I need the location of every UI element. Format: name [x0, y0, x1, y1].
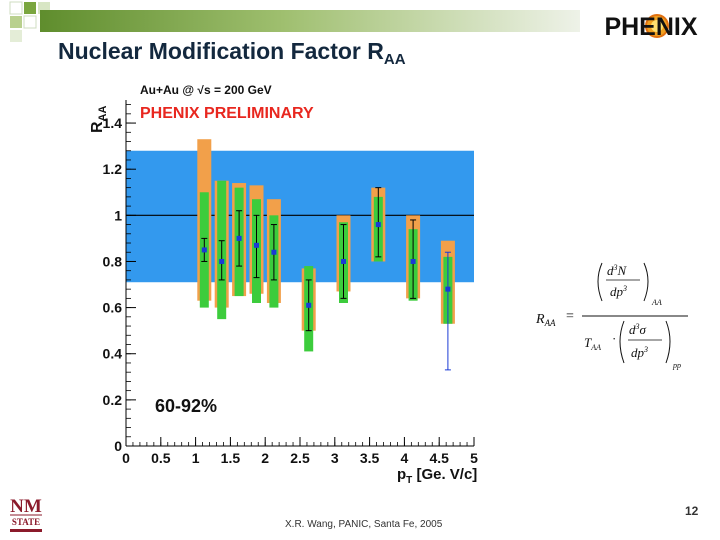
footer-text: X.R. Wang, PANIC, Santa Fe, 2005 [285, 519, 443, 530]
x-tick-label: 5 [470, 450, 478, 466]
nmsu-logo: NM STATE [4, 492, 48, 536]
formula-num-top: d3N [607, 263, 628, 278]
data-point [201, 247, 207, 253]
x-tick-label: 2 [261, 450, 269, 466]
deco-square-4 [23, 15, 37, 29]
data-point [410, 258, 416, 264]
nmsu-logo-state: STATE [12, 517, 40, 527]
phenix-logo: PHENIX [604, 13, 697, 41]
normalization-band [126, 150, 474, 283]
x-axis-label: pT [Ge. V/c] [397, 466, 477, 485]
deco-square-2 [24, 2, 36, 14]
x-tick-label: 0.5 [151, 450, 171, 466]
formula-num-bottom: dp3 [610, 284, 627, 299]
page-number: 12 [685, 504, 699, 518]
formula-den-top: d3σ [629, 322, 647, 337]
y-tick-label: 0.6 [103, 300, 123, 316]
formula-den-bottom: dp3 [631, 345, 648, 360]
data-point [306, 302, 312, 308]
decorative-squares [9, 1, 50, 42]
formula-den-t: TAA [584, 335, 601, 352]
data-point [341, 258, 346, 264]
title-gradient-bar [40, 10, 580, 32]
formula-lhs: RAA [535, 312, 556, 328]
data-point [480, 167, 485, 172]
slide-title: Nuclear Modification Factor RAA [58, 38, 406, 68]
formula-den-paren-left [619, 320, 625, 364]
data-point [271, 249, 277, 255]
annotation-system: Au+Au @ √s = 200 GeV [140, 85, 272, 97]
deco-square-6 [10, 30, 22, 42]
y-tick-label: 1.4 [103, 115, 123, 131]
x-tick-label: 1.5 [221, 450, 241, 466]
y-tick-label: 0 [114, 438, 122, 454]
formula-num-sub: AA [651, 298, 662, 307]
data-group [197, 100, 490, 371]
nmsu-logo-bg [4, 492, 48, 536]
formula-equals: = [566, 309, 574, 324]
phenix-logo-text: PHENIX [604, 13, 697, 41]
formula-den-sub: pp [672, 361, 681, 370]
sys-box-orange [476, 100, 490, 227]
y-tick-label: 0.8 [103, 253, 123, 269]
y-tick-label: 0.4 [103, 346, 123, 362]
x-tick-label: 1 [192, 450, 200, 466]
raa-formula: RAA = d3N dp3 AA TAA · d3σ dp3 pp [535, 262, 688, 370]
y-tick-label: 1.2 [103, 161, 123, 177]
y-tick-label: 1 [114, 207, 122, 223]
nmsu-logo-bar [10, 529, 42, 532]
deco-square-3 [10, 16, 22, 28]
nmsu-logo-nm: NM [10, 496, 42, 517]
slide-title-main: Nuclear Modification Factor R [58, 38, 384, 64]
x-tick-label: 3.5 [360, 450, 380, 466]
chart: 0 0.5 1 1.5 2 2.5 3 3.5 4 4.5 5 0 0.2 0.4 0.6 0.8 1 1.2 1.… [89, 85, 490, 485]
x-tick-label: 4 [401, 450, 409, 466]
formula-den-paren-right [665, 320, 671, 364]
x-tick-label: 3 [331, 450, 339, 466]
y-axis-label: RAA [89, 105, 109, 133]
sys-box-green [478, 123, 487, 215]
slide-title-sub: AA [383, 51, 406, 68]
annotation-centrality: 60-92% [155, 396, 217, 416]
x-tick-label: 0 [122, 450, 130, 466]
x-tick-label: 4.5 [429, 450, 449, 466]
data-point [254, 242, 259, 248]
deco-square-1 [9, 1, 23, 15]
formula-num-paren-right [643, 262, 649, 302]
data-point [445, 286, 451, 292]
annotation-preliminary: PHENIX PRELIMINARY [140, 105, 314, 122]
data-point [375, 222, 381, 228]
formula-num-paren-left [597, 262, 603, 302]
data-point [219, 258, 225, 264]
x-tick-label: 2.5 [290, 450, 310, 466]
data-point [236, 235, 242, 241]
formula-den-dot: · [612, 331, 616, 346]
phenix-logo-sun-core [651, 20, 663, 32]
y-tick-label: 0.2 [103, 392, 123, 408]
